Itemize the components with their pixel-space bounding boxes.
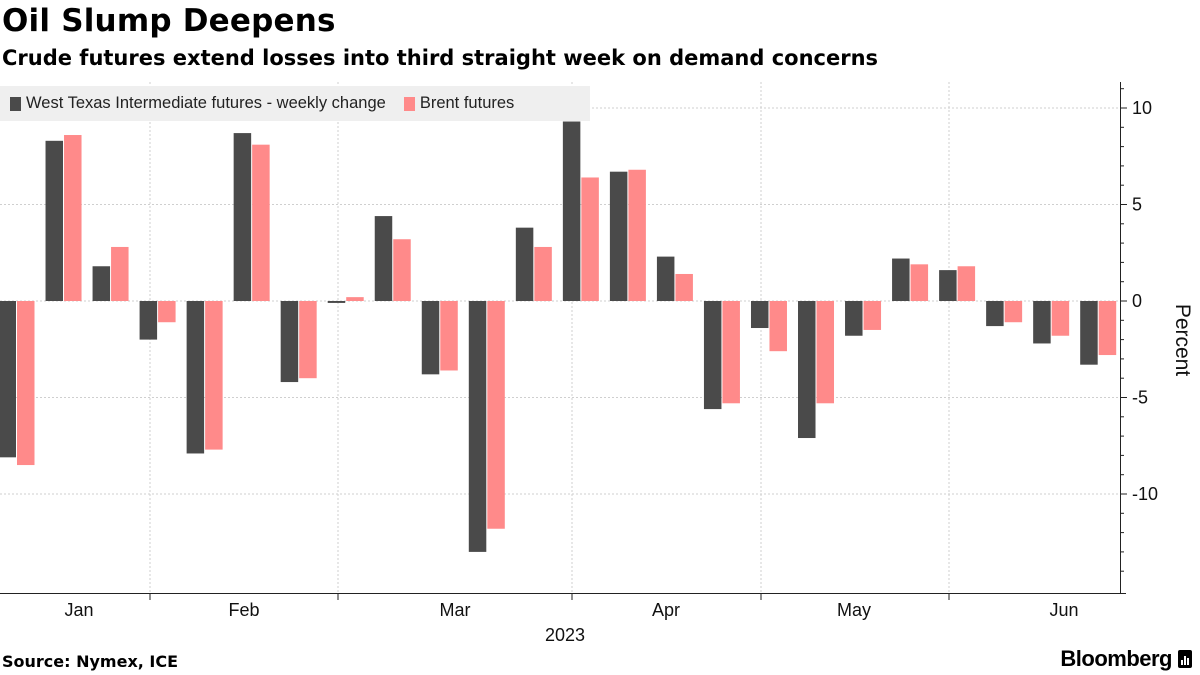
brand-text: Bloomberg <box>1060 646 1172 671</box>
bar-wti-11 <box>515 227 534 301</box>
y-tick-label-4: -10 <box>1132 484 1158 504</box>
bar-wti-18 <box>845 301 863 336</box>
bar-brent-5 <box>252 144 270 301</box>
x-month-label-may: May <box>837 600 871 620</box>
y-axis-label: Percent <box>1171 304 1194 377</box>
bar-wti-9 <box>421 301 440 375</box>
bar-brent-4 <box>205 301 223 450</box>
legend-swatch-brent <box>403 96 415 111</box>
bar-wti-17 <box>798 301 816 439</box>
bar-brent-19 <box>910 264 929 301</box>
bar-wti-7 <box>327 301 346 303</box>
bar-wti-15 <box>703 301 722 410</box>
bar-brent-8 <box>393 239 411 301</box>
bar-brent-10 <box>487 301 505 529</box>
legend-item-wti[interactable]: West Texas Intermediate futures - weekly… <box>10 94 386 113</box>
bar-wti-3 <box>139 301 158 340</box>
bar-brent-12 <box>581 177 599 301</box>
grid-layer <box>0 82 1120 593</box>
bar-brent-17 <box>816 301 835 404</box>
axis-layer: 10 5 0 -5 -10 Percent Jan Feb Mar Apr May Jun 2023 <box>0 82 1194 645</box>
bar-wti-16 <box>750 301 769 329</box>
bar-brent-3 <box>158 301 176 323</box>
bar-wti-21 <box>986 301 1004 327</box>
bar-brent-0 <box>17 301 35 466</box>
bar-wti-19 <box>892 258 910 301</box>
bloomberg-terminal-icon <box>1178 650 1192 668</box>
bar-wti-13 <box>609 171 628 301</box>
legend-swatch-wti <box>10 96 21 111</box>
legend-label-brent: Brent futures <box>419 94 515 112</box>
legend-label-wti: West Texas Intermediate futures - weekly… <box>26 94 386 112</box>
chart-subtitle: Crude futures extend losses into third s… <box>2 46 879 70</box>
bar-wti-10 <box>468 301 487 552</box>
bar-wti-5 <box>233 133 252 301</box>
bar-wti-8 <box>374 216 393 301</box>
legend-item-brent[interactable]: Brent futures <box>403 94 515 113</box>
x-month-label-mar: Mar <box>440 600 471 620</box>
bar-brent-13 <box>628 169 646 301</box>
bar-brent-6 <box>299 301 317 379</box>
bar-wti-14 <box>656 256 675 301</box>
bar-brent-16 <box>769 301 787 352</box>
x-month-label-jun: Jun <box>1049 600 1078 620</box>
bar-brent-23 <box>1098 301 1117 356</box>
bar-wti-6 <box>280 301 299 383</box>
bar-brent-20 <box>957 266 976 301</box>
x-year-label: 2023 <box>545 625 585 645</box>
bar-wti-0 <box>0 301 16 458</box>
bar-wti-23 <box>1080 301 1098 365</box>
bar-brent-21 <box>1004 301 1023 323</box>
bar-brent-9 <box>440 301 458 371</box>
bar-brent-7 <box>346 297 364 301</box>
bar-wti-2 <box>92 266 111 301</box>
bloomberg-logo: Bloomberg <box>1060 646 1192 672</box>
bar-brent-1 <box>64 135 82 301</box>
x-month-label-apr: Apr <box>652 600 680 620</box>
source-note: Source: Nymex, ICE <box>2 652 179 671</box>
bar-brent-15 <box>722 301 740 404</box>
bars-layer <box>0 121 1117 552</box>
y-tick-label-2: 0 <box>1132 291 1142 311</box>
y-tick-label-0: 10 <box>1132 98 1152 118</box>
bar-brent-11 <box>534 246 552 301</box>
chart-title: Oil Slump Deepens <box>2 3 336 39</box>
y-tick-label-1: 5 <box>1132 195 1142 215</box>
bar-wti-12 <box>562 121 581 301</box>
bar-wti-20 <box>939 270 957 301</box>
bar-brent-18 <box>863 301 882 330</box>
bar-wti-4 <box>186 301 205 454</box>
legend: West Texas Intermediate futures - weekly… <box>0 86 590 121</box>
bar-brent-2 <box>111 246 129 301</box>
y-tick-label-3: -5 <box>1132 388 1148 408</box>
bar-wti-1 <box>45 140 64 301</box>
bar-wti-22 <box>1033 301 1051 344</box>
x-month-label-feb: Feb <box>228 600 259 620</box>
bar-brent-22 <box>1051 301 1070 336</box>
bar-brent-14 <box>675 273 693 301</box>
x-month-label-jan: Jan <box>64 600 93 620</box>
